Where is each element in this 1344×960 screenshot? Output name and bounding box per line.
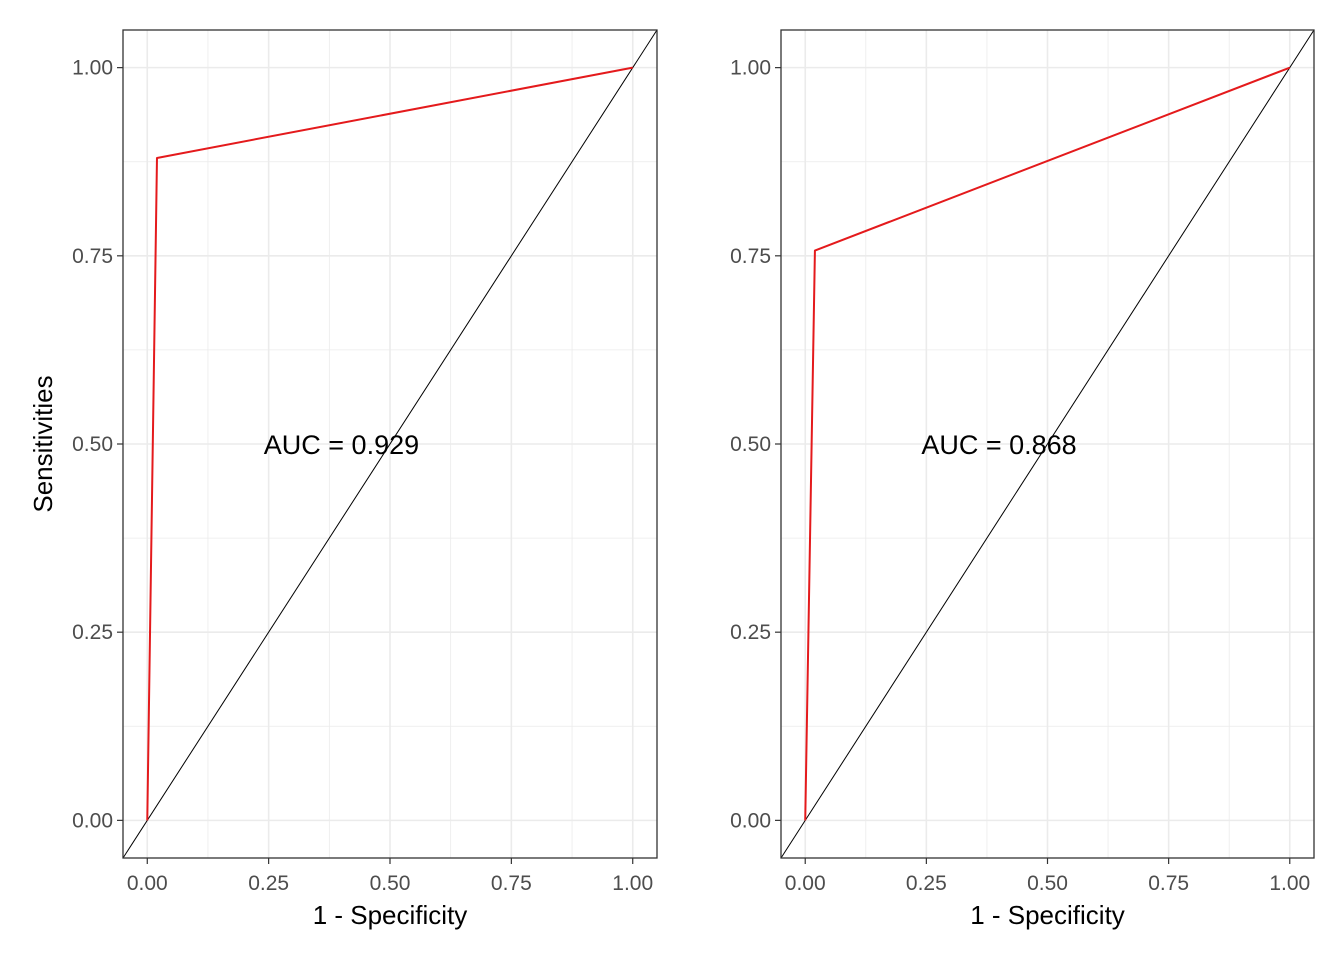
y-tick-label: 0.75 bbox=[730, 245, 771, 268]
x-tick-label: 0.25 bbox=[906, 872, 947, 895]
x-tick-label: 0.25 bbox=[248, 872, 289, 895]
reference-diagonal-line bbox=[123, 30, 657, 858]
y-tick-label: 0.00 bbox=[730, 809, 771, 832]
y-tick-label: 1.00 bbox=[72, 57, 113, 80]
x-tick-label: 0.75 bbox=[491, 872, 532, 895]
y-tick-label: 0.25 bbox=[72, 621, 113, 644]
x-axis-title: 1 - Specificity bbox=[970, 900, 1125, 930]
y-tick-label: 0.50 bbox=[72, 433, 113, 456]
y-tick-label: 0.50 bbox=[730, 433, 771, 456]
y-tick-label: 0.00 bbox=[72, 809, 113, 832]
y-tick-label: 1.00 bbox=[730, 57, 771, 80]
reference-diagonal-line bbox=[781, 30, 1314, 858]
y-tick-label: 0.75 bbox=[72, 245, 113, 268]
x-tick-label: 0.00 bbox=[785, 872, 826, 895]
roc-curve bbox=[804, 66, 1291, 821]
x-tick-label: 1.00 bbox=[612, 872, 653, 895]
y-tick-label: 0.25 bbox=[730, 621, 771, 644]
x-tick-label: 1.00 bbox=[1269, 872, 1310, 895]
roc-curve bbox=[146, 66, 633, 821]
x-tick-label: 0.50 bbox=[1027, 872, 1068, 895]
x-tick-label: 0.75 bbox=[1148, 872, 1189, 895]
x-tick-label: 0.00 bbox=[127, 872, 168, 895]
auc-annotation: AUC = 0.868 bbox=[921, 430, 1076, 460]
roc-panel-right: AUC = 0.868 0.00 0.25 0.50 0.75 1.00 0.00 0.25 0… bbox=[730, 29, 1315, 930]
y-axis-title: Sensitivities bbox=[28, 375, 58, 512]
auc-annotation: AUC = 0.929 bbox=[264, 430, 419, 460]
roc-panel-left: AUC = 0.929 0.00 0.25 0.50 0.75 1.00 0.00 0.25 0… bbox=[28, 29, 658, 930]
x-tick-label: 0.50 bbox=[370, 872, 411, 895]
x-axis-title: 1 - Specificity bbox=[313, 900, 468, 930]
